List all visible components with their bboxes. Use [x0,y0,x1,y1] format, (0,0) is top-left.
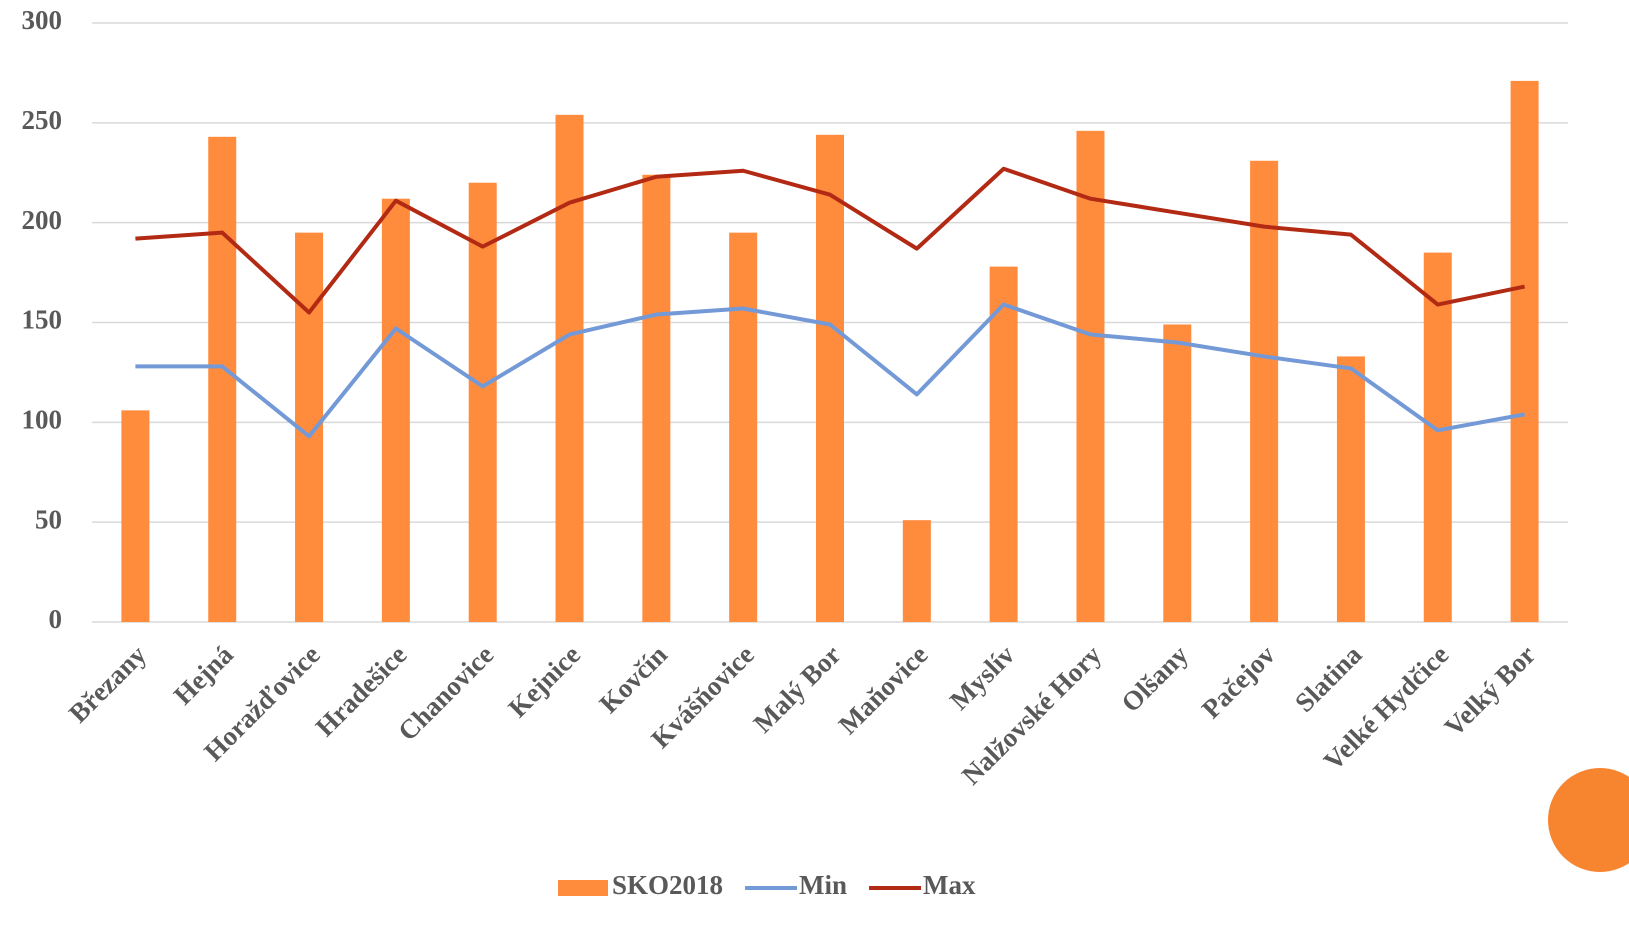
bar [1423,252,1452,622]
bar [1163,324,1192,622]
y-tick-label: 200 [22,205,63,235]
y-tick-label: 300 [22,5,63,35]
bar [1510,80,1539,623]
x-tick-label: Velký Bor [1438,639,1541,742]
bar [121,410,150,622]
x-tick-label: Malý Bor [747,639,846,738]
bar [208,136,237,622]
bar [555,114,584,622]
y-tick-label: 150 [22,305,63,335]
x-tick-label: Maňovice [833,639,934,740]
bar [468,182,497,622]
x-tick-label: Myslív [944,639,1021,716]
x-tick-label: Kovčín [593,639,673,719]
x-tick-label: Hejná [168,639,239,710]
bar [642,174,671,622]
bar [729,232,758,622]
x-tick-label: Kejnice [502,639,586,723]
bar [1076,130,1105,622]
y-tick-label: 50 [35,504,62,534]
bar [381,198,410,622]
legend-label: Max [923,870,976,900]
y-tick-label: 250 [22,105,63,135]
bar [816,134,844,622]
bar [989,266,1018,622]
legend-label: Min [799,870,847,900]
x-tick-label: Pačejov [1196,639,1281,724]
x-tick-label: Březany [63,639,152,728]
bar [902,520,931,622]
x-tick-label: Olšany [1115,639,1194,718]
y-tick-label: 0 [49,604,63,634]
legend-swatch [558,880,608,896]
x-tick-label: Slatina [1289,639,1368,718]
x-tick-label: Chanovice [392,639,499,746]
bar [1250,160,1279,622]
line [135,302,1525,439]
line [135,166,1525,315]
y-tick-label: 100 [22,405,63,435]
bar [1336,356,1365,622]
legend-label: SKO2018 [612,870,723,900]
decoration [1548,768,1629,872]
